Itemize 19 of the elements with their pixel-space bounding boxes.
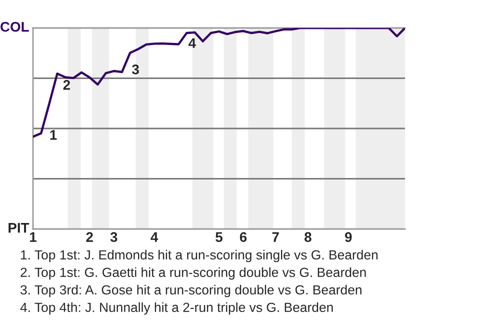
x-tick-label: 5 bbox=[216, 232, 222, 242]
annotation: 1 bbox=[50, 130, 57, 140]
x-tick-label: 7 bbox=[272, 232, 279, 242]
annotation: 4 bbox=[188, 38, 196, 48]
text: 4. Top 4th: J. Nunnally hit a 2-run triple vs G. Bearden bbox=[20, 302, 333, 315]
x-tick-label: 4 bbox=[150, 232, 158, 242]
text: 2. Top 1st: G. Gaetti hit a run-scoring double vs G. Bearden bbox=[20, 267, 366, 280]
text: PIT bbox=[8, 223, 30, 233]
text: COL bbox=[0, 22, 29, 32]
annotation: 2 bbox=[63, 80, 70, 90]
x-tick-label: 6 bbox=[240, 232, 247, 242]
x-tick-label: 9 bbox=[345, 232, 352, 242]
x-tick-label: 2 bbox=[86, 232, 93, 242]
x-tick-label: 3 bbox=[110, 232, 118, 242]
text: 1. Top 1st: J. Edmonds hit a run-scoring single vs G. Bearden bbox=[21, 250, 378, 262]
x-tick-label: 1 bbox=[30, 232, 36, 242]
annotation: 3 bbox=[132, 64, 139, 74]
text: 3. Top 3rd: A. Gose hit a run-scoring double vs G. Bearden bbox=[20, 284, 362, 298]
x-tick-label: 8 bbox=[304, 232, 312, 242]
